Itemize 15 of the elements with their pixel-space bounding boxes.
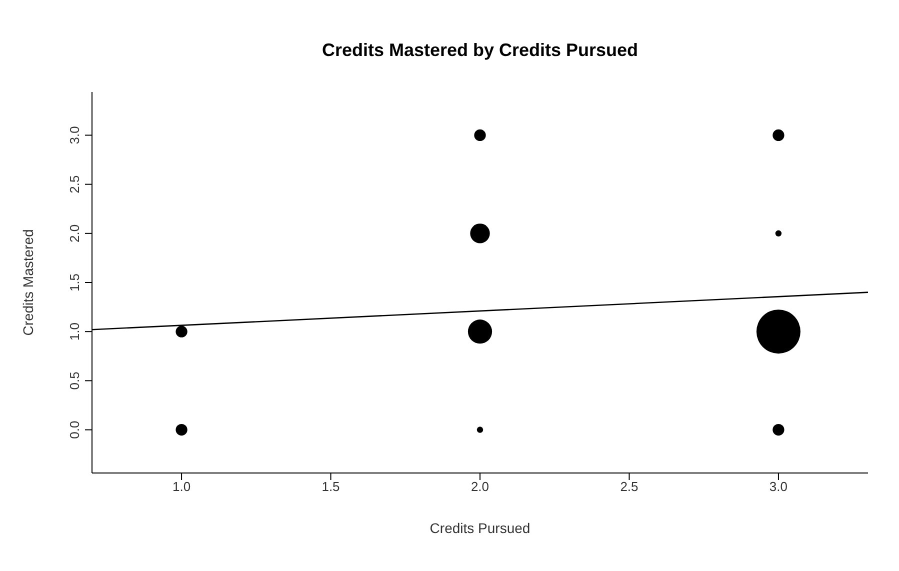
y-tick-label: 0.0 xyxy=(67,420,82,439)
x-tick-label: 1.0 xyxy=(172,479,191,494)
x-tick-label: 2.0 xyxy=(470,479,490,494)
y-tick-label: 2.5 xyxy=(67,175,82,194)
y-tick-label: 1.5 xyxy=(67,273,82,292)
chart-title: Credits Mastered by Credits Pursued xyxy=(320,40,640,61)
y-tick-label: 0.5 xyxy=(67,372,82,390)
y-axis-title: Credits Mastered xyxy=(20,229,36,336)
y-tick-label: 1.0 xyxy=(67,322,82,341)
y-tick-label: 2.0 xyxy=(67,224,82,242)
y-tick-label: 3.0 xyxy=(67,126,82,144)
x-tick-label: 3.0 xyxy=(769,479,788,494)
x-axis-title: Credits Pursued xyxy=(430,520,530,536)
x-tick-label: 1.5 xyxy=(322,479,340,494)
x-tick-label: 2.5 xyxy=(620,479,638,494)
